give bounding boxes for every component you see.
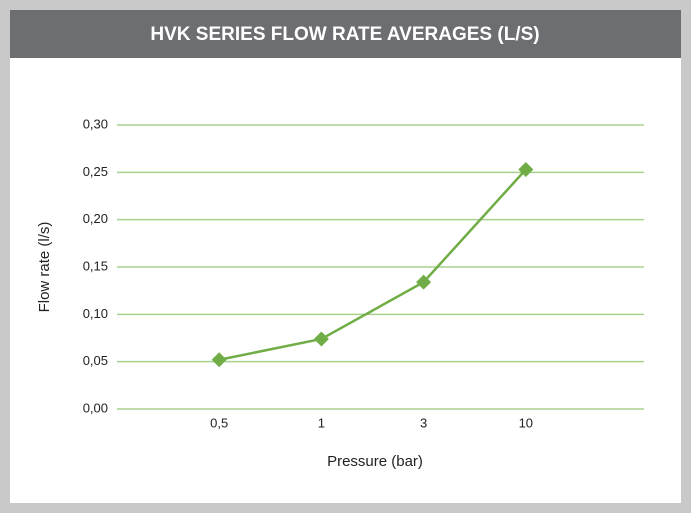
panel xyxy=(10,58,681,503)
x-tick-label: 3 xyxy=(420,415,427,430)
y-tick-label: 0,20 xyxy=(83,211,108,226)
y-axis-title: Flow rate (l/s) xyxy=(36,222,53,313)
x-tick-label: 1 xyxy=(318,415,325,430)
marker xyxy=(416,274,432,290)
chart-title: HVK SERIES FLOW RATE AVERAGES (L/S) xyxy=(150,24,539,45)
y-tick-label: 0,10 xyxy=(83,306,108,321)
y-tick-label: 0,15 xyxy=(83,258,108,273)
header xyxy=(10,10,681,58)
x-tick-label: 10 xyxy=(519,415,533,430)
y-tick-label: 0,25 xyxy=(83,164,108,179)
x-axis-title: Pressure (bar) xyxy=(327,453,423,470)
y-tick-label: 0,05 xyxy=(83,353,108,368)
y-tick-label: 0,00 xyxy=(83,400,108,415)
marker xyxy=(518,161,534,177)
marker xyxy=(211,352,227,368)
y-tick-label: 0,30 xyxy=(83,116,108,131)
x-tick-label: 0,5 xyxy=(210,415,228,430)
marker xyxy=(313,331,329,347)
line xyxy=(218,168,527,361)
